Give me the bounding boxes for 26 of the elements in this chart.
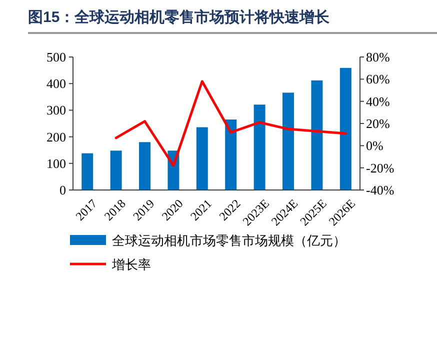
bar	[139, 142, 150, 190]
y2-tick-label: 60%	[366, 72, 390, 87]
y-tick-label: 300	[46, 102, 66, 118]
y-tick-label: 400	[46, 76, 66, 92]
y-tick-label: 100	[46, 156, 66, 171]
y-tick-label: 200	[46, 129, 66, 144]
chart-title: 图15：全球运动相机零售市场预计将快速增长	[28, 8, 331, 26]
bar	[311, 80, 323, 190]
legend-label: 增长率	[111, 257, 151, 272]
bar	[110, 150, 122, 190]
y2-tick-label: -40%	[366, 182, 394, 198]
bar	[225, 120, 237, 190]
y2-tick-label: 40%	[366, 94, 390, 109]
bar	[340, 68, 352, 190]
y2-tick-label: 0%	[366, 138, 384, 154]
y2-tick-label: 20%	[366, 116, 390, 131]
y-tick-label: 0	[60, 182, 66, 198]
legend-label: 全球运动相机市场零售市场规模（亿元）	[112, 233, 346, 248]
bar	[282, 92, 294, 190]
bar	[196, 127, 208, 190]
y2-tick-label: 80%	[366, 50, 390, 64]
y-tick-label: 500	[46, 50, 66, 64]
bar	[82, 153, 94, 190]
y2-tick-label: -20%	[366, 160, 394, 176]
line-series	[114, 80, 347, 167]
bar	[254, 104, 266, 190]
